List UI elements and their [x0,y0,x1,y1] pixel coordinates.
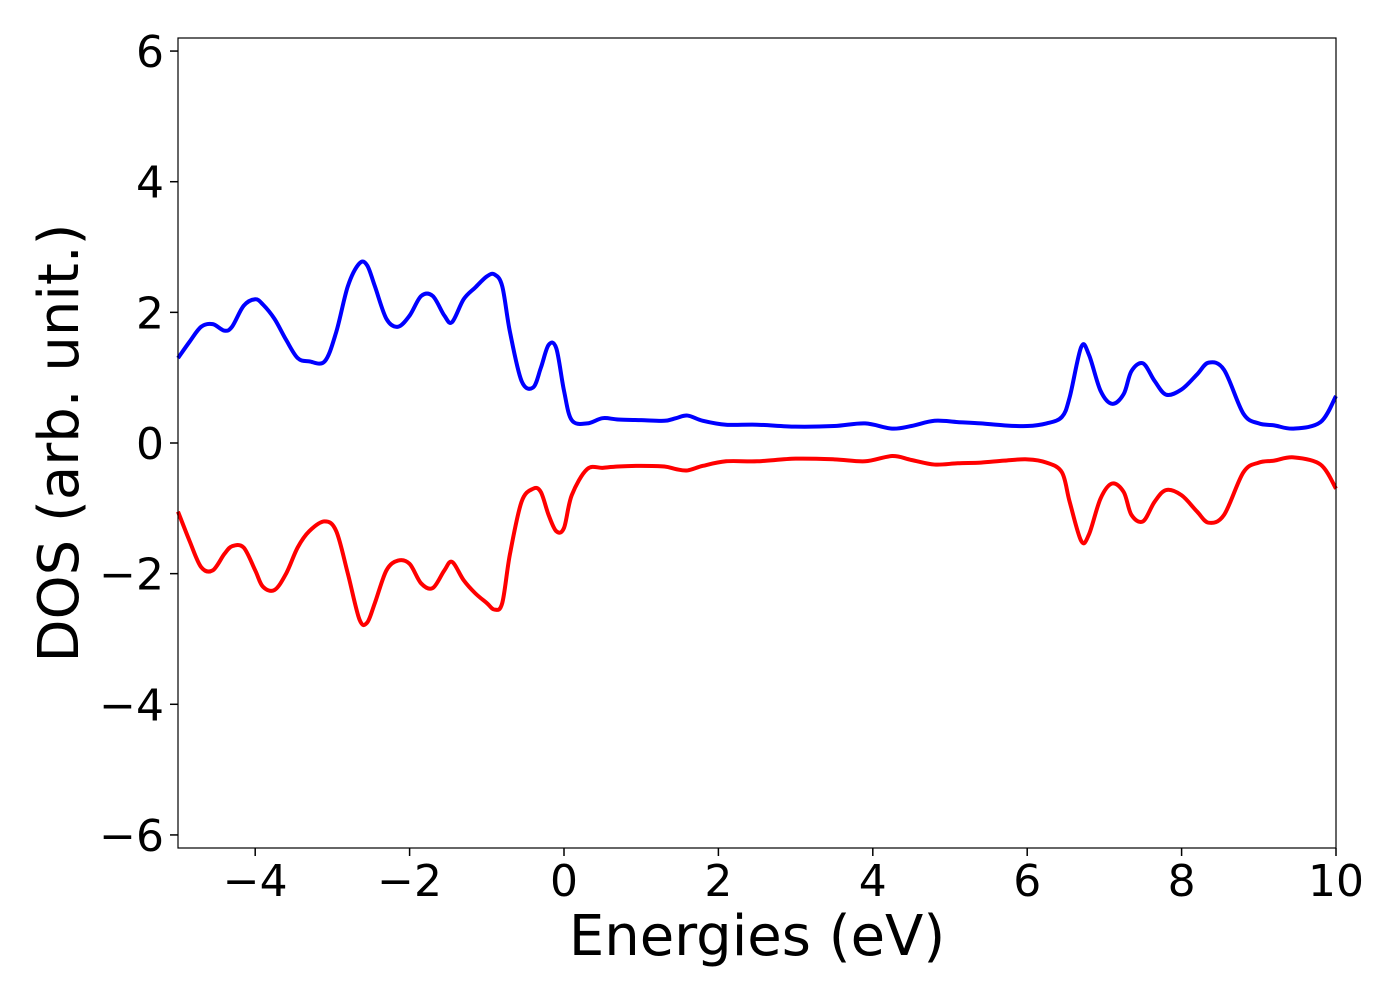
x-tick-label: 8 [1168,856,1196,907]
x-tick-label: −4 [223,856,288,907]
y-tick-label: 6 [136,27,164,78]
y-tick-label: 4 [136,158,164,209]
x-axis-ticks: −4 −2 0 2 4 6 8 10 [223,848,1364,907]
x-tick-label: 0 [550,856,578,907]
plot-frame [177,37,1337,849]
x-tick-label: −2 [377,856,442,907]
y-tick-label: −2 [99,550,164,601]
y-tick-label: −4 [99,680,164,731]
y-tick-label: −6 [99,811,164,862]
series-layer [176,259,1338,628]
y-tick-label: 0 [136,419,164,470]
x-tick-label: 2 [704,856,732,907]
x-tick-label: 4 [859,856,887,907]
y-tick-label: 2 [136,288,164,339]
x-tick-label: 6 [1013,856,1041,907]
y-axis-ticks: −6 −4 −2 0 2 4 6 [99,27,178,862]
series-line-negative [176,454,1338,628]
y-axis-title: DOS (arb. unit.) [27,223,92,662]
series-line-positive [176,259,1338,431]
x-axis-title: Energies (eV) [569,904,945,969]
x-tick-label: 10 [1308,856,1364,907]
